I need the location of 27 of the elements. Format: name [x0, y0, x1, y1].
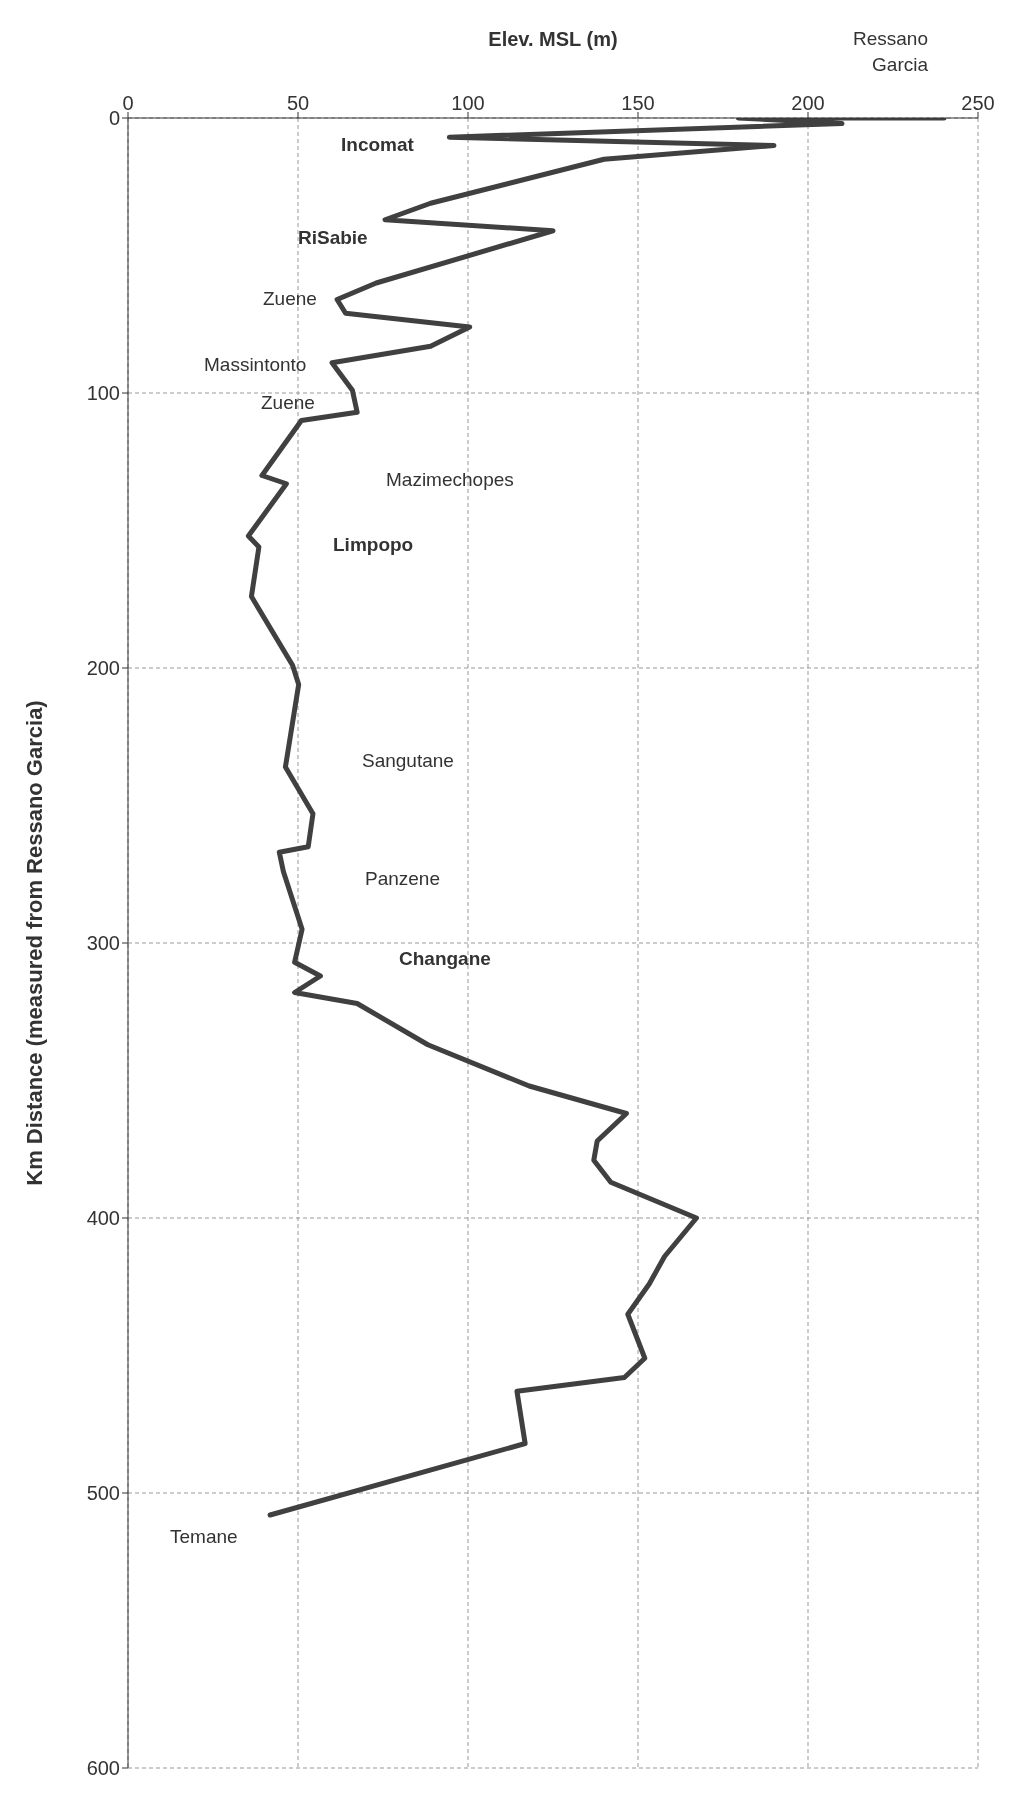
y-tick-label: 400	[86, 1207, 120, 1230]
y-axis-title: Km Distance (measured from Ressano Garcia)	[21, 700, 47, 1186]
annotation: Zuene	[261, 391, 315, 415]
annotation: Sangutane	[362, 749, 454, 773]
annotation: RiSabie	[298, 226, 368, 250]
y-tick-label: 300	[86, 932, 120, 955]
text: Ressano Garcia	[852, 27, 928, 77]
x-axis-title: Elev. MSL (m)	[488, 28, 618, 51]
annotation: Incomat	[341, 133, 414, 157]
annotation: Zuene	[263, 287, 317, 311]
x-tick-label: 200	[791, 92, 825, 114]
x-tick-label: 0	[122, 92, 134, 114]
x-tick-label: 50	[286, 92, 310, 114]
annotation: Panzene	[365, 867, 441, 891]
x-tick-label: 150	[621, 92, 655, 114]
y-tick-label: 0	[108, 107, 120, 130]
y-tick-label: 100	[86, 382, 120, 405]
y-tick-label: 500	[86, 1482, 120, 1505]
x-tick-label: 100	[451, 92, 485, 114]
y-tick-label: 200	[86, 657, 120, 680]
annotation: Changane	[399, 947, 491, 971]
annotation: Massintonto	[204, 353, 307, 377]
annotation: Limpopo	[333, 533, 414, 557]
x-tick-label: 250	[961, 92, 995, 114]
annotation: Mazimechopes	[386, 468, 514, 492]
annotation: Temane	[170, 1525, 238, 1549]
y-tick-label: 600	[86, 1757, 120, 1780]
